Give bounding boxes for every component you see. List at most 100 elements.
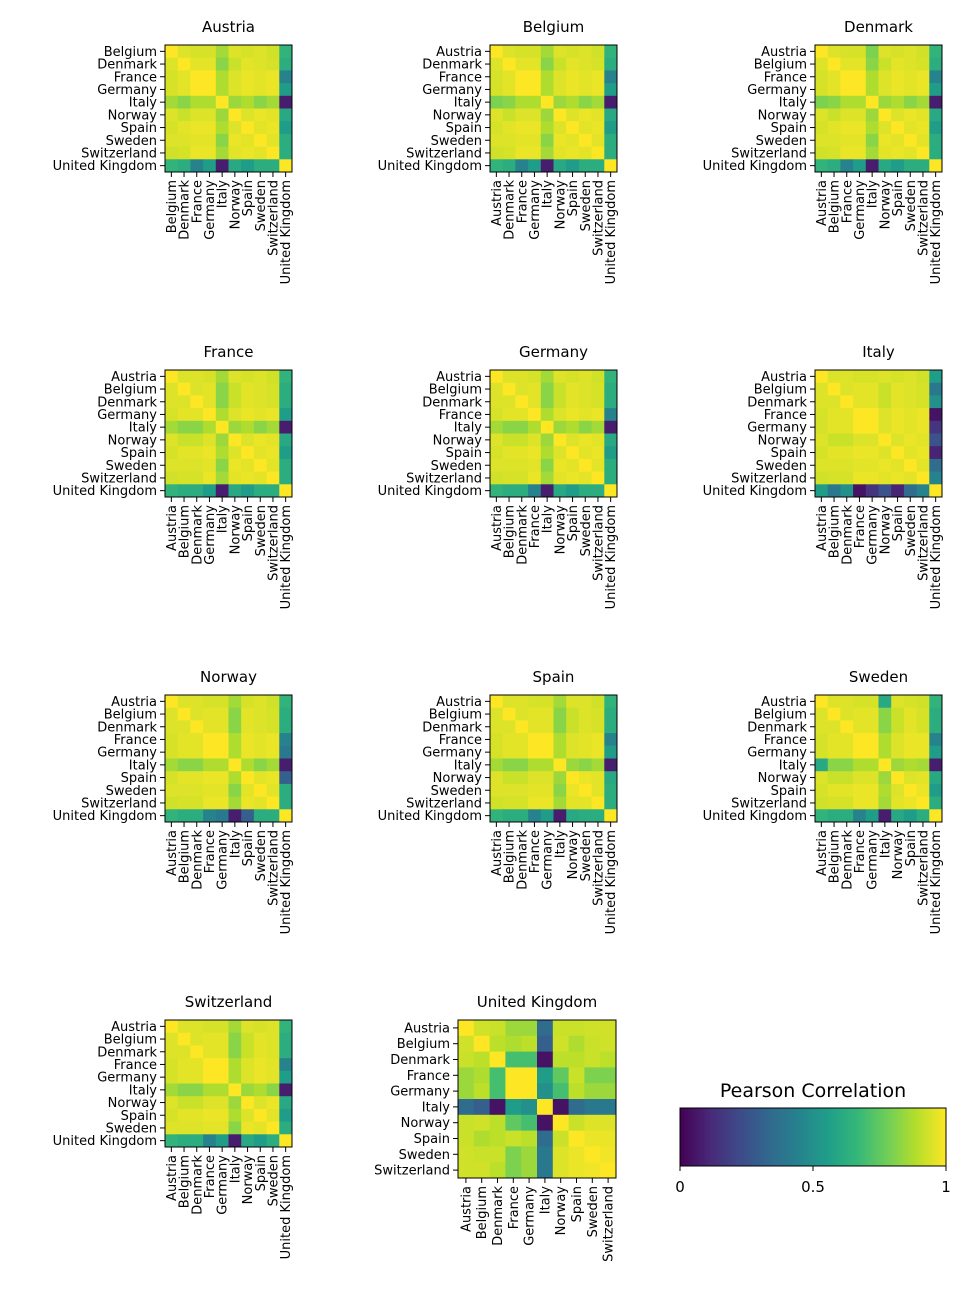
heatmap-cell — [266, 70, 280, 84]
heatmap-cell — [215, 1108, 229, 1122]
heatmap-cell — [537, 1067, 554, 1084]
heatmap-cell — [490, 733, 504, 747]
heatmap-cell — [865, 57, 879, 71]
heatmap-cell — [241, 159, 255, 173]
heatmap-cell — [241, 1020, 255, 1034]
heatmap-cell — [903, 121, 917, 135]
heatmap-cell — [253, 758, 267, 772]
heatmap-cell — [916, 146, 930, 160]
heatmap-cell — [916, 370, 930, 384]
heatmap-cell — [553, 121, 567, 135]
heatmap-cell — [916, 758, 930, 772]
heatmap-cell — [553, 783, 567, 797]
heatmap-cell — [903, 446, 917, 460]
heatmap-cell — [473, 1035, 490, 1052]
heatmap-cell — [916, 133, 930, 147]
heatmap-cell — [458, 1162, 475, 1179]
heatmap-cell — [604, 484, 618, 498]
y-tick-label: Spain — [414, 1132, 450, 1147]
y-tick-label: Austria — [761, 370, 807, 385]
heatmap-cell — [228, 1134, 242, 1148]
heatmap-cell — [865, 758, 879, 772]
heatmap-cell — [505, 1051, 522, 1068]
heatmap-cell — [228, 1020, 242, 1034]
heatmap-cell — [540, 484, 554, 498]
heatmap-cell — [553, 733, 567, 747]
heatmap-cell — [815, 758, 829, 772]
heatmap-cell — [604, 771, 618, 785]
heatmap-cell — [552, 1146, 569, 1163]
x-tick-label: Denmark — [190, 505, 205, 565]
heatmap-cell — [279, 70, 293, 84]
panel-title: Belgium — [523, 18, 585, 36]
heatmap-cell — [253, 745, 267, 759]
heatmap-cell — [540, 796, 554, 810]
heatmap-cell — [266, 1108, 280, 1122]
heatmap-cell — [853, 707, 867, 721]
heatmap-cell — [903, 370, 917, 384]
heatmap-cell — [177, 1045, 191, 1059]
y-tick-label: Sweden — [431, 459, 482, 474]
heatmap-cell — [891, 771, 905, 785]
heatmap-cell — [853, 159, 867, 173]
colorbar-step — [850, 1108, 853, 1166]
heatmap-cell — [929, 70, 943, 84]
heatmap-cell — [521, 1146, 538, 1163]
heatmap-cell — [604, 420, 618, 434]
y-tick-label: Spain — [771, 446, 807, 461]
heatmap-cell — [490, 745, 504, 759]
colorbar-step — [878, 1108, 881, 1166]
heatmap-cell — [266, 1045, 280, 1059]
heatmap-cell — [827, 707, 841, 721]
heatmap-cell — [591, 420, 605, 434]
heatmap-cell — [515, 146, 529, 160]
heatmap-cell — [177, 1083, 191, 1097]
colorbar-label: Pearson Correlation — [720, 1080, 906, 1102]
heatmap-cell — [568, 1020, 585, 1037]
heatmap-cell — [537, 1114, 554, 1131]
heatmap-cell — [528, 433, 542, 447]
heatmap-cell — [878, 146, 892, 160]
heatmap-cell — [878, 121, 892, 135]
heatmap-cell — [165, 1083, 179, 1097]
heatmap-cell — [177, 146, 191, 160]
heatmap-cell — [241, 108, 255, 122]
heatmap-cell — [458, 1130, 475, 1147]
heatmap-cell — [578, 695, 592, 709]
heatmap-cell — [891, 159, 905, 173]
colorbar-tick-label: 0.5 — [801, 1178, 825, 1196]
heatmap-cell — [929, 471, 943, 485]
heatmap-cell — [177, 771, 191, 785]
heatmap-cell — [853, 796, 867, 810]
heatmap-cell — [502, 146, 516, 160]
heatmap-cell — [279, 382, 293, 396]
heatmap-cell — [591, 382, 605, 396]
heatmap-cell — [568, 1146, 585, 1163]
colorbar-step — [752, 1108, 755, 1166]
heatmap-cell — [266, 395, 280, 409]
heatmap-cell — [502, 695, 516, 709]
y-tick-label: Italy — [129, 421, 158, 436]
heatmap-cell — [203, 420, 217, 434]
x-tick-label: Germany — [523, 1186, 538, 1246]
heatmap-cell — [815, 408, 829, 422]
heatmap-cell — [502, 420, 516, 434]
y-tick-label: Spain — [121, 121, 157, 136]
heatmap-cell — [215, 108, 229, 122]
heatmap-cell — [190, 1032, 204, 1046]
heatmap-cell — [840, 121, 854, 135]
heatmap-cell — [279, 695, 293, 709]
heatmap-cell — [490, 771, 504, 785]
colorbar-step — [914, 1108, 917, 1166]
heatmap-cell — [228, 370, 242, 384]
heatmap-cell — [552, 1035, 569, 1052]
y-tick-label: France — [764, 733, 807, 748]
panel-title: United Kingdom — [477, 993, 597, 1011]
heatmap-cell — [253, 45, 267, 59]
heatmap-cell — [853, 745, 867, 759]
heatmap-cell — [840, 433, 854, 447]
heatmap-cell — [502, 370, 516, 384]
y-tick-label: Belgium — [104, 1033, 157, 1048]
heatmap-cell — [165, 1108, 179, 1122]
heatmap-cell — [228, 433, 242, 447]
